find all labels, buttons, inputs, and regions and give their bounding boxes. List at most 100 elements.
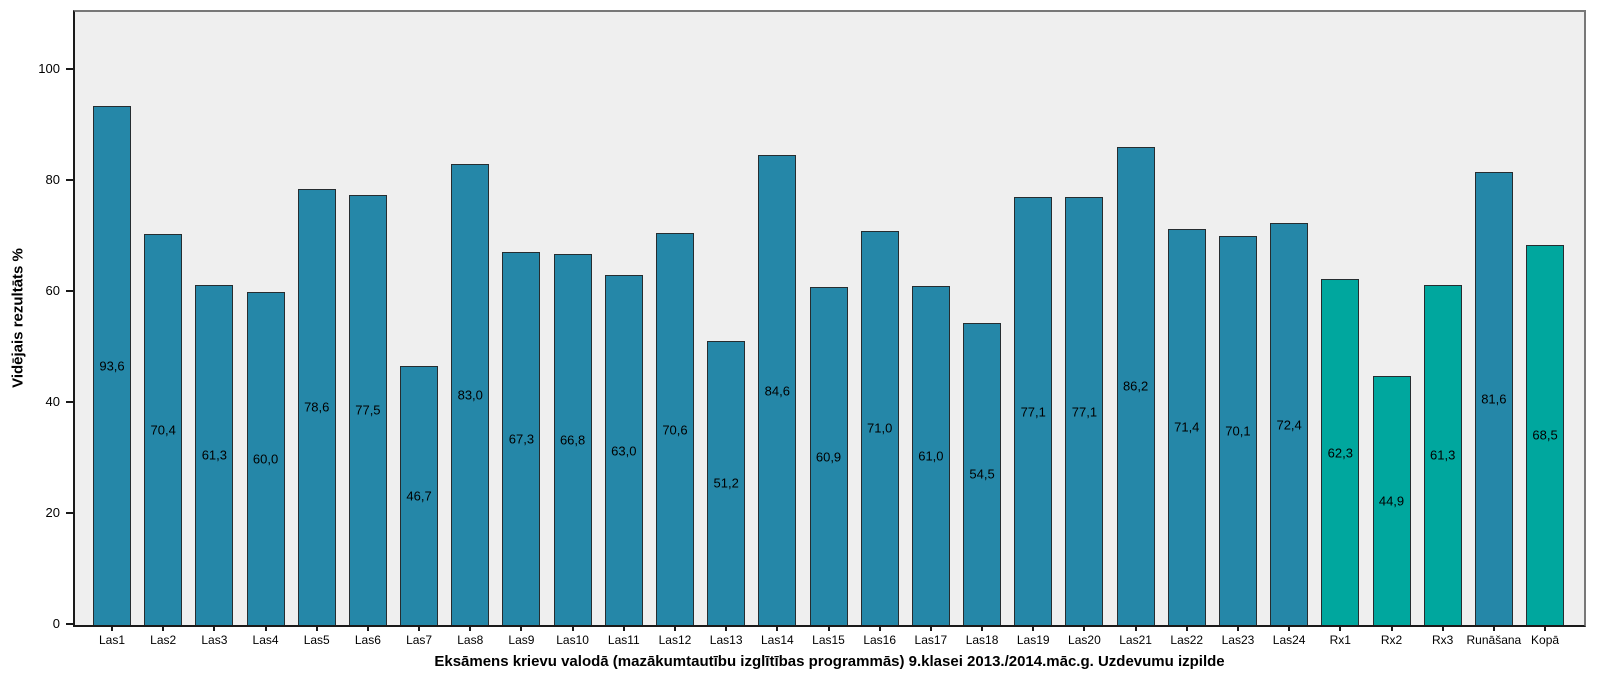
x-tick-label-las24: Las24 — [1272, 633, 1306, 647]
bar-value-label: 67,3 — [508, 431, 535, 447]
y-tick-mark — [66, 179, 73, 181]
x-tick-label-rx3: Rx3 — [1432, 633, 1454, 647]
x-tick-mark — [1390, 625, 1393, 631]
bar-value-label: 77,1 — [1071, 404, 1098, 420]
x-tick-mark — [622, 625, 625, 631]
x-tick-label-las9: Las9 — [508, 633, 535, 647]
bar-kopā: 68,5 — [1526, 244, 1565, 625]
x-tick-mark — [1492, 625, 1495, 631]
x-tick-label-runāšana: Runāšana — [1466, 633, 1522, 647]
bar-las18: 54,5 — [963, 322, 1002, 625]
x-tick-mark — [162, 625, 165, 631]
x-tick-mark — [1185, 625, 1188, 631]
x-tick-label-las22: Las22 — [1170, 633, 1204, 647]
bar-las11: 63,0 — [604, 275, 643, 625]
bar-las7: 46,7 — [400, 365, 439, 625]
bar-las3: 61,3 — [195, 284, 234, 625]
y-tick-mark — [66, 290, 73, 292]
y-tick-label: 20 — [45, 505, 60, 520]
x-tick-label-las12: Las12 — [658, 633, 692, 647]
bar-value-label: 61,3 — [201, 447, 228, 463]
bar-value-label: 78,6 — [304, 399, 330, 415]
x-tick-label-las15: Las15 — [812, 633, 845, 647]
bar-las5: 78,6 — [297, 188, 336, 625]
x-tick-label-las5: Las5 — [303, 633, 330, 647]
bar-value-label: 44,9 — [1378, 493, 1405, 509]
bar-las20: 77,1 — [1065, 197, 1104, 625]
bar-las2: 70,4 — [144, 234, 183, 625]
bar-value-label: 60,0 — [252, 451, 279, 467]
x-tick-label-las4: Las4 — [252, 633, 279, 647]
x-tick-label-las18: Las18 — [965, 633, 999, 647]
bar-runāšana: 81,6 — [1474, 172, 1513, 625]
x-tick-mark — [571, 625, 574, 631]
y-tick-label: 100 — [38, 61, 60, 76]
x-tick-mark — [1236, 625, 1239, 631]
bar-rx1: 62,3 — [1321, 279, 1360, 625]
y-tick-mark — [66, 512, 73, 514]
x-tick-label-las8: Las8 — [457, 633, 484, 647]
bar-value-label: 83,0 — [457, 387, 483, 403]
y-tick-mark — [66, 401, 73, 403]
y-tick-mark — [66, 68, 73, 70]
y-tick-mark — [66, 623, 73, 625]
x-tick-mark — [520, 625, 523, 631]
bar-value-label: 61,3 — [1430, 447, 1456, 463]
x-tick-mark — [418, 625, 421, 631]
x-tick-label-las10: Las10 — [556, 633, 589, 647]
bar-las4: 60,0 — [246, 292, 285, 625]
bar-rx3: 61,3 — [1423, 284, 1462, 625]
x-tick-mark — [366, 625, 369, 631]
bar-value-label: 81,6 — [1481, 391, 1507, 407]
x-tick-label-las3: Las3 — [201, 633, 228, 647]
bar-value-label: 61,0 — [918, 448, 944, 464]
x-tick-mark — [929, 625, 932, 631]
x-tick-mark — [981, 625, 984, 631]
x-tick-label-las14: Las14 — [760, 633, 794, 647]
x-tick-label-las7: Las7 — [406, 633, 433, 647]
bar-las1: 93,6 — [93, 105, 131, 625]
x-tick-label-las21: Las21 — [1119, 633, 1152, 647]
x-tick-mark — [1339, 625, 1342, 631]
x-tick-label-las19: Las19 — [1016, 633, 1050, 647]
bar-rx2: 44,9 — [1372, 375, 1411, 625]
x-tick-mark — [264, 625, 267, 631]
bar-value-label: 77,1 — [1020, 404, 1046, 420]
bar-value-label: 84,6 — [764, 383, 790, 399]
bar-value-label: 62,3 — [1327, 445, 1353, 461]
x-tick-label-las13: Las13 — [709, 633, 743, 647]
x-tick-mark — [1032, 625, 1035, 631]
x-tick-label-las6: Las6 — [354, 633, 381, 647]
bar-las16: 71,0 — [860, 230, 899, 625]
x-tick-label-las17: Las17 — [914, 633, 948, 647]
bar-las15: 60,9 — [809, 287, 848, 625]
bar-value-label: 70,6 — [662, 422, 688, 438]
bar-las17: 61,0 — [911, 286, 950, 625]
bar-value-label: 54,5 — [969, 466, 995, 482]
bar-value-label: 72,4 — [1276, 417, 1302, 433]
x-tick-mark — [827, 625, 830, 631]
bar-value-label: 71,4 — [1174, 419, 1200, 435]
bar-value-label: 71,0 — [867, 420, 893, 436]
x-tick-mark — [111, 625, 113, 631]
bar-value-label: 86,2 — [1122, 378, 1149, 394]
bar-las14: 84,6 — [758, 155, 797, 625]
bar-las19: 77,1 — [1014, 197, 1053, 625]
x-tick-label-las23: Las23 — [1221, 633, 1255, 647]
y-tick-label: 60 — [45, 283, 60, 298]
bar-value-label: 51,2 — [713, 475, 739, 491]
bar-value-label: 93,6 — [99, 358, 125, 374]
x-tick-label-rx2: Rx2 — [1380, 633, 1403, 647]
y-tick-label: 80 — [45, 172, 60, 187]
bar-las24: 72,4 — [1270, 223, 1309, 625]
x-tick-mark — [1544, 625, 1547, 631]
x-tick-mark — [673, 625, 676, 631]
x-tick-label-las11: Las11 — [607, 633, 640, 647]
bar-las8: 83,0 — [451, 164, 490, 625]
x-tick-mark — [1134, 625, 1137, 631]
x-tick-mark — [725, 625, 728, 631]
x-tick-mark — [315, 625, 318, 631]
x-tick-mark — [776, 625, 779, 631]
x-tick-mark — [213, 625, 216, 631]
